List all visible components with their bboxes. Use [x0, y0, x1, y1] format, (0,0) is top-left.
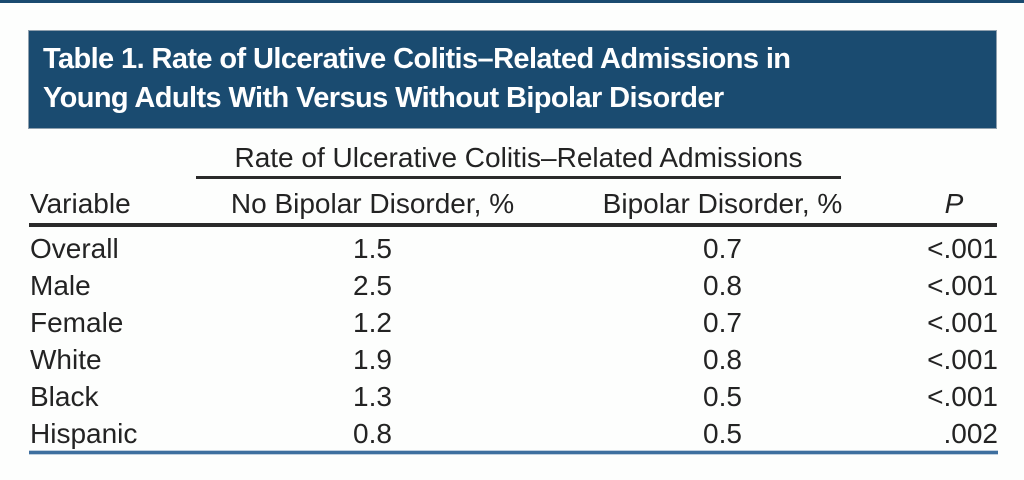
cell-bipolar: 0.8 — [703, 344, 742, 375]
cell-bipolar: 0.5 — [703, 381, 742, 412]
cell-p-value: <.001 — [927, 307, 998, 338]
column-header-bipolar: Bipolar Disorder, % — [602, 188, 843, 219]
column-header-p-value: P — [944, 188, 964, 219]
cell-no-bipolar: 1.5 — [353, 233, 392, 264]
table-header-row: Variable No Bipolar Disorder, % Bipolar … — [30, 183, 998, 222]
table-row-male: Male 2.5 0.8 <.001 — [30, 267, 998, 304]
column-header-no-bipolar: No Bipolar Disorder, % — [230, 188, 515, 219]
table-row-black: Black 1.3 0.5 <.001 — [30, 378, 998, 415]
cell-p-value: <.001 — [927, 233, 998, 264]
top-border-rule — [0, 0, 1024, 3]
cell-bipolar: 0.7 — [703, 233, 742, 264]
table-title-line-1: Table 1. Rate of Ulcerative Colitis–Rela… — [43, 43, 791, 75]
cell-variable: Female — [30, 307, 124, 338]
cell-variable: Black — [30, 381, 99, 412]
cell-variable: Overall — [30, 233, 119, 264]
cell-p-value: <.001 — [927, 344, 998, 375]
cell-bipolar: 0.5 — [703, 418, 742, 449]
cell-variable: White — [30, 344, 102, 375]
cell-no-bipolar: 1.9 — [353, 344, 392, 375]
cell-p-value: .002 — [943, 418, 999, 449]
cell-no-bipolar: 0.8 — [353, 418, 392, 449]
table-title-banner: Table 1. Rate of Ulcerative Colitis–Rela… — [28, 30, 997, 129]
cell-bipolar: 0.7 — [703, 307, 742, 338]
table-body: Overall 1.5 0.7 <.001 Male 2.5 0.8 <.001… — [30, 230, 998, 452]
cell-no-bipolar: 1.2 — [353, 307, 392, 338]
cell-variable: Male — [30, 270, 91, 301]
cell-p-value: <.001 — [927, 381, 998, 412]
table-row-female: Female 1.2 0.7 <.001 — [30, 304, 998, 341]
cell-no-bipolar: 1.3 — [353, 381, 392, 412]
header-divider-rule — [29, 223, 997, 227]
cell-bipolar: 0.8 — [703, 270, 742, 301]
column-group-header: Rate of Ulcerative Colitis–Related Admis… — [196, 139, 841, 179]
table-title-line-2: Young Adults With Versus Without Bipolar… — [43, 82, 724, 114]
cell-no-bipolar: 2.5 — [353, 270, 392, 301]
table-row-overall: Overall 1.5 0.7 <.001 — [30, 230, 998, 267]
table-bottom-rule — [29, 450, 998, 455]
table-row-white: White 1.9 0.8 <.001 — [30, 341, 998, 378]
cell-variable: Hispanic — [30, 418, 138, 449]
cell-p-value: <.001 — [927, 270, 998, 301]
column-header-variable: Variable — [30, 188, 131, 219]
table-row-hispanic: Hispanic 0.8 0.5 .002 — [30, 415, 998, 452]
